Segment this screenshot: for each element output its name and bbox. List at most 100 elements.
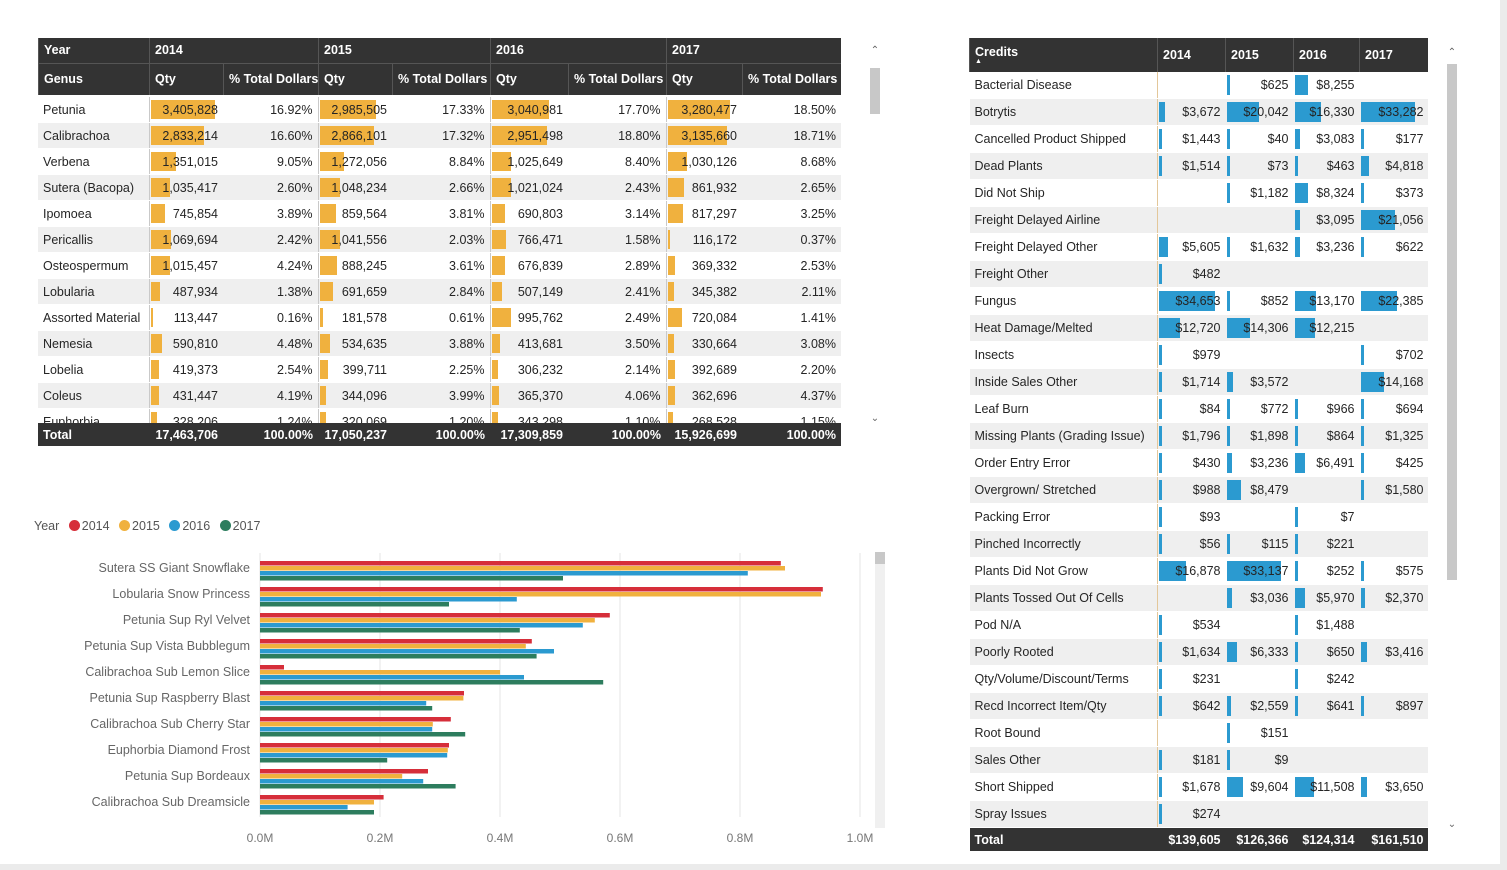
bar-2016[interactable]: [260, 571, 748, 576]
qty-header[interactable]: Qty: [490, 63, 569, 95]
bar-2016[interactable]: [260, 597, 517, 602]
table-row[interactable]: Lobularia 487,934 1.38% 691,659 2.84% 507,149…: [38, 278, 841, 305]
bar-2016[interactable]: [260, 805, 348, 810]
scroll-thumb[interactable]: [870, 68, 880, 114]
credits-year-2017[interactable]: 2017: [1359, 38, 1428, 72]
bar-2015[interactable]: [260, 670, 500, 675]
table-row[interactable]: Ipomoea 745,854 3.89% 859,564 3.81% 690,803 3.…: [38, 200, 841, 227]
bar-2014[interactable]: [260, 691, 464, 696]
scroll-down-icon[interactable]: ⌄: [870, 413, 880, 424]
chart-scroll-thumb[interactable]: [875, 552, 885, 564]
table-row[interactable]: Heat Damage/Melted $12,720 $14,306 $12,215: [969, 314, 1428, 342]
year-col-2015[interactable]: 2015: [318, 38, 491, 63]
table-row[interactable]: Recd Incorrect Item/Qty $642 $2,559 $641 $89…: [969, 692, 1428, 720]
bar-2016[interactable]: [260, 623, 583, 628]
pct-header[interactable]: % Total Dollars: [392, 63, 491, 95]
year-col-2016[interactable]: 2016: [490, 38, 667, 63]
year-col-2014[interactable]: 2014: [149, 38, 319, 63]
bar-2014[interactable]: [260, 795, 384, 800]
credits-year-2014[interactable]: 2014: [1157, 38, 1226, 72]
scroll-down-icon[interactable]: ⌄: [1447, 819, 1457, 830]
bar-2016[interactable]: [260, 701, 427, 706]
bar-2017[interactable]: [260, 732, 466, 737]
bar-2016[interactable]: [260, 649, 554, 654]
table-row[interactable]: Assorted Material 113,447 0.16% 181,578 0.61…: [38, 304, 841, 331]
table-row[interactable]: Freight Delayed Airline $3,095 $21,056: [969, 206, 1428, 234]
bar-2015[interactable]: [260, 748, 448, 753]
bar-2015[interactable]: [260, 696, 464, 701]
genus-table-scrollbar[interactable]: ⌃ ⌄: [870, 44, 880, 430]
bar-2017[interactable]: [260, 628, 520, 633]
bar-2014[interactable]: [260, 665, 284, 670]
variety-bar-chart[interactable]: 0.0M 0.2M 0.4M 0.6M 0.8M 1.0M Sutera SS Giant …: [30, 545, 890, 855]
credits-scrollbar[interactable]: ⌃ ⌄: [1447, 44, 1457, 834]
bar-2017[interactable]: [260, 680, 604, 685]
bar-2015[interactable]: [260, 722, 433, 727]
table-row[interactable]: Fungus $34,653 $852 $13,170 $22,385: [969, 287, 1428, 315]
bar-2017[interactable]: [260, 654, 537, 659]
table-row[interactable]: Cancelled Product Shipped $1,443 $40 $3,083…: [969, 125, 1428, 153]
credits-year-2016[interactable]: 2016: [1293, 38, 1360, 72]
bar-2017[interactable]: [260, 758, 388, 763]
table-row[interactable]: Qty/Volume/Discount/Terms $231 $242: [969, 665, 1428, 693]
pct-header[interactable]: % Total Dollars: [742, 63, 841, 95]
genus-table-body[interactable]: Petunia 3,405,828 16.92% 2,985,505 17.33% 3,0…: [38, 97, 841, 423]
bar-2015[interactable]: [260, 644, 526, 649]
table-row[interactable]: Nemesia 590,810 4.48% 534,635 3.88% 413,681 3.…: [38, 330, 841, 357]
qty-header[interactable]: Qty: [149, 63, 224, 95]
table-row[interactable]: Root Bound $151: [969, 719, 1428, 747]
bar-2017[interactable]: [260, 602, 449, 607]
table-row[interactable]: Order Entry Error $430 $3,236 $6,491 $425: [969, 449, 1428, 477]
table-row[interactable]: Verbena 1,351,015 9.05% 1,272,056 8.84% 1,025…: [38, 148, 841, 175]
table-row[interactable]: Euphorbia 328,206 1.24% 320,069 1.20% 343,298…: [38, 408, 841, 423]
bar-2014[interactable]: [260, 743, 449, 748]
legend-item-2014[interactable]: 2014: [68, 519, 110, 533]
pct-header[interactable]: % Total Dollars: [223, 63, 319, 95]
table-row[interactable]: Packing Error $93 $7: [969, 503, 1428, 531]
table-row[interactable]: Short Shipped $1,678 $9,604 $11,508 $3,650: [969, 773, 1428, 801]
table-row[interactable]: Freight Other $482: [969, 260, 1428, 288]
table-row[interactable]: Spray Issues $274: [969, 800, 1428, 828]
table-row[interactable]: Pericallis 1,069,694 2.42% 1,041,556 2.03% 76…: [38, 226, 841, 253]
bar-2014[interactable]: [260, 717, 451, 722]
bar-2017[interactable]: [260, 810, 374, 815]
table-row[interactable]: Overgrown/ Stretched $988 $8,479 $1,580: [969, 476, 1428, 504]
table-row[interactable]: Osteospermum 1,015,457 4.24% 888,245 3.61% 67…: [38, 252, 841, 279]
bar-2014[interactable]: [260, 587, 823, 592]
bar-2015[interactable]: [260, 618, 595, 623]
bar-2014[interactable]: [260, 639, 532, 644]
genus-qty-table[interactable]: Year 2014 2015 2016 2017 Genus Qty % Tot…: [38, 38, 841, 446]
qty-header[interactable]: Qty: [666, 63, 743, 95]
scroll-up-icon[interactable]: ⌃: [870, 45, 880, 56]
legend-item-2015[interactable]: 2015: [119, 519, 160, 533]
table-row[interactable]: Pod N/A $534 $1,488: [969, 611, 1428, 639]
chart-scrollbar[interactable]: [875, 552, 885, 828]
bar-2014[interactable]: [260, 613, 610, 618]
credits-table[interactable]: Credits ▲ 2014 2015 2016 2017 Bacterial D…: [969, 38, 1428, 851]
table-row[interactable]: Sales Other $181 $9: [969, 746, 1428, 774]
table-row[interactable]: Lobelia 419,373 2.54% 399,711 2.25% 306,232 2.…: [38, 356, 841, 383]
table-row[interactable]: Leaf Burn $84 $772 $966 $694: [969, 395, 1428, 423]
genus-header[interactable]: Genus: [38, 63, 150, 95]
table-row[interactable]: Coleus 431,447 4.19% 344,096 3.99% 365,370 4.0…: [38, 382, 841, 409]
table-row[interactable]: Plants Did Not Grow $16,878 $33,137 $252 $57…: [969, 557, 1428, 585]
bar-2014[interactable]: [260, 561, 781, 566]
bar-2015[interactable]: [260, 566, 785, 571]
bar-2016[interactable]: [260, 779, 424, 784]
bar-2017[interactable]: [260, 706, 433, 711]
bar-2015[interactable]: [260, 592, 821, 597]
pct-header[interactable]: % Total Dollars: [568, 63, 667, 95]
legend-item-2017[interactable]: 2017: [219, 519, 260, 533]
legend-item-2016[interactable]: 2016: [169, 519, 210, 533]
credits-header[interactable]: Credits ▲: [969, 38, 1158, 72]
table-row[interactable]: Insects $979 $702: [969, 341, 1428, 369]
bar-2016[interactable]: [260, 753, 448, 758]
table-row[interactable]: Botrytis $3,672 $20,042 $16,330 $33,282: [969, 98, 1428, 126]
table-row[interactable]: Pinched Incorrectly $56 $115 $221: [969, 530, 1428, 558]
table-row[interactable]: Plants Tossed Out Of Cells $3,036 $5,970 $2…: [969, 584, 1428, 612]
table-row[interactable]: Dead Plants $1,514 $73 $463 $4,818: [969, 152, 1428, 180]
year-col-2017[interactable]: 2017: [666, 38, 841, 63]
bar-2015[interactable]: [260, 774, 403, 779]
bar-2016[interactable]: [260, 727, 433, 732]
table-row[interactable]: Sutera (Bacopa) 1,035,417 2.60% 1,048,234 2.…: [38, 174, 841, 201]
